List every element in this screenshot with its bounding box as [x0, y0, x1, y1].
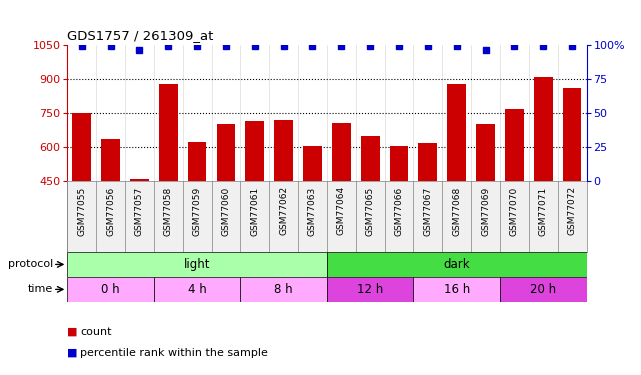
Bar [246, 121, 264, 181]
Text: GSM77058: GSM77058 [163, 186, 173, 236]
Bar [217, 124, 235, 181]
Bar [447, 84, 466, 181]
Text: GSM77062: GSM77062 [279, 186, 288, 236]
Bar [534, 76, 553, 181]
Text: GSM77061: GSM77061 [250, 186, 260, 236]
Bar [332, 123, 351, 181]
Text: GSM77067: GSM77067 [423, 186, 433, 236]
Bar [361, 136, 379, 181]
Text: GSM77059: GSM77059 [192, 186, 202, 236]
Text: 4 h: 4 h [188, 283, 206, 296]
Text: GSM77064: GSM77064 [337, 186, 346, 236]
Bar [67, 252, 327, 277]
Text: 8 h: 8 h [274, 283, 293, 296]
Text: 20 h: 20 h [530, 283, 556, 296]
Bar [413, 277, 500, 302]
Text: GSM77072: GSM77072 [567, 186, 577, 236]
Text: GSM77057: GSM77057 [135, 186, 144, 236]
Bar [188, 142, 206, 181]
Bar [327, 277, 413, 302]
Text: GSM77068: GSM77068 [452, 186, 462, 236]
Text: 0 h: 0 h [101, 283, 120, 296]
Bar [327, 252, 587, 277]
Bar [390, 146, 408, 181]
Text: GSM77070: GSM77070 [510, 186, 519, 236]
Bar [303, 146, 322, 181]
Text: 16 h: 16 h [444, 283, 470, 296]
Bar [419, 142, 437, 181]
Text: GDS1757 / 261309_at: GDS1757 / 261309_at [67, 30, 213, 42]
Text: light: light [184, 258, 210, 271]
Bar [67, 277, 154, 302]
Text: time: time [28, 284, 53, 294]
Bar [101, 138, 120, 181]
Bar [154, 277, 240, 302]
Text: GSM77063: GSM77063 [308, 186, 317, 236]
Bar [476, 124, 495, 181]
Text: GSM77069: GSM77069 [481, 186, 490, 236]
Text: GSM77065: GSM77065 [365, 186, 375, 236]
Text: dark: dark [444, 258, 470, 271]
Bar [274, 120, 293, 181]
Text: count: count [80, 327, 112, 337]
Bar [130, 180, 149, 181]
Text: GSM77071: GSM77071 [538, 186, 548, 236]
Text: ■: ■ [67, 348, 78, 357]
Bar [159, 84, 178, 181]
Text: protocol: protocol [8, 260, 53, 269]
Bar [72, 113, 91, 181]
Text: GSM77066: GSM77066 [394, 186, 404, 236]
Text: GSM77055: GSM77055 [77, 186, 87, 236]
Text: 12 h: 12 h [357, 283, 383, 296]
Bar [240, 277, 327, 302]
Text: percentile rank within the sample: percentile rank within the sample [80, 348, 268, 357]
Text: GSM77056: GSM77056 [106, 186, 115, 236]
Text: GSM77060: GSM77060 [221, 186, 231, 236]
Bar [505, 109, 524, 181]
Text: ■: ■ [67, 327, 78, 337]
Bar [563, 88, 581, 181]
Bar [500, 277, 587, 302]
